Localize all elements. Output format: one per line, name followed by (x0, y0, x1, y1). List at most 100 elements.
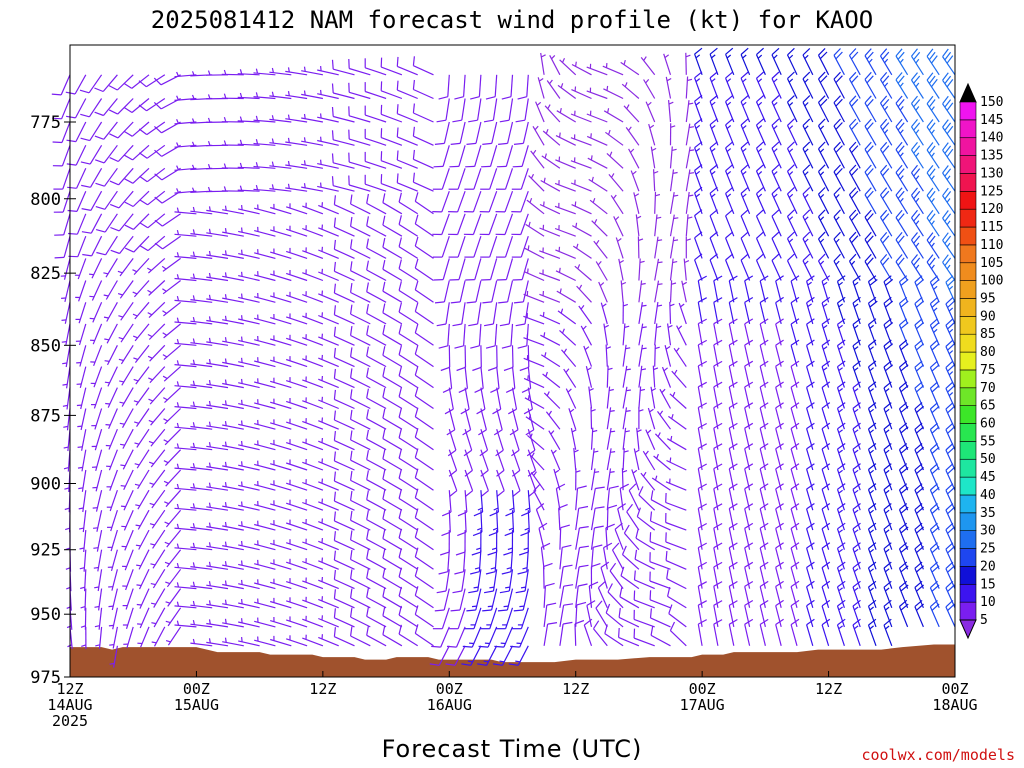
wind-barb-staff (883, 624, 893, 647)
wind-barb-feather (806, 599, 815, 607)
wind-barb-staff (575, 527, 580, 550)
wind-barb-feather (412, 103, 415, 114)
wind-barb-staff (455, 626, 466, 648)
wind-barb-feather (414, 448, 419, 458)
wind-barb-feather (698, 619, 707, 625)
wind-barb (147, 257, 166, 274)
wind-barb-half-feather (66, 625, 72, 629)
wind-barb (398, 366, 419, 389)
wind-barb-staff (654, 323, 658, 346)
wind-barb (867, 503, 877, 531)
wind-barb-half-feather (642, 326, 647, 329)
wind-barb-feather (382, 429, 386, 439)
wind-barb (80, 588, 87, 611)
wind-barb-half-feather (62, 383, 68, 386)
wind-barb (759, 580, 769, 608)
wind-barb-half-feather (176, 543, 180, 549)
wind-barb (852, 522, 861, 550)
wind-barb (836, 402, 846, 430)
wind-barb-staff (621, 83, 640, 99)
wind-barb (333, 283, 355, 303)
wind-barb (80, 607, 87, 630)
wind-barb-feather (849, 231, 857, 240)
wind-barb (206, 482, 229, 491)
wind-barb-staff (563, 368, 577, 388)
wind-barb (821, 463, 831, 491)
wind-barb-feather (517, 345, 527, 349)
wind-barb (637, 236, 644, 259)
wind-barb (107, 549, 118, 572)
wind-barb (89, 302, 103, 323)
wind-barb-feather (775, 503, 784, 510)
wind-barb-staff (62, 191, 71, 213)
wind-barb (499, 569, 514, 594)
wind-barb (480, 168, 498, 190)
wind-barb-feather (398, 408, 402, 418)
wind-barb (301, 90, 324, 100)
wind-barb-staff (806, 586, 814, 608)
wind-barb (350, 510, 371, 531)
wind-barb (63, 449, 71, 472)
wind-barb-feather (899, 443, 908, 451)
wind-barb-feather (333, 589, 336, 599)
wind-barb (64, 469, 71, 493)
wind-barb-staff (174, 566, 197, 570)
wind-barb-staff (494, 74, 498, 97)
wind-barb (382, 449, 403, 471)
wind-barb-feather (398, 489, 402, 499)
wind-barb-staff (84, 569, 87, 592)
wind-barb (620, 566, 640, 590)
wind-barb (286, 459, 308, 471)
wind-barb-feather (350, 490, 353, 501)
wind-barb-staff (821, 528, 830, 550)
wind-barb-half-feather (931, 242, 935, 248)
wind-barb-feather (911, 142, 918, 151)
wind-barb-feather (897, 99, 905, 108)
wind-barb (759, 275, 769, 303)
wind-barb-feather (900, 322, 909, 330)
wind-barb-feather (787, 118, 795, 126)
wind-barb-staff (654, 214, 658, 237)
wind-barb-staff (653, 455, 671, 471)
wind-barb-feather (382, 509, 386, 520)
wind-barb-feather (450, 609, 461, 612)
wind-barb (398, 281, 419, 303)
wind-barb (108, 98, 134, 115)
wind-barb-staff (504, 168, 514, 190)
wind-barb (867, 360, 877, 388)
wind-barb (649, 590, 671, 609)
wind-barb-half-feather (642, 471, 647, 477)
wind-barb-feather (562, 544, 572, 548)
wind-barb (162, 344, 181, 361)
wind-barb-staff (102, 74, 118, 92)
wind-barb-half-feather (133, 378, 139, 382)
wind-barb-feather (775, 402, 784, 409)
wind-barb-half-feather (522, 567, 528, 570)
wind-barb-staff (618, 616, 640, 628)
wind-barb (190, 523, 213, 531)
wind-barb-staff (694, 53, 703, 76)
wind-barb-staff (174, 385, 197, 389)
wind-barb-staff (786, 193, 798, 215)
wind-barb-feather (897, 122, 905, 131)
wind-barb (590, 468, 600, 491)
wind-barb-half-feather (224, 618, 227, 624)
wind-barb-staff (380, 90, 403, 100)
wind-barb-staff (488, 190, 498, 213)
wind-barb-half-feather (303, 183, 306, 188)
wind-barb (302, 376, 324, 389)
wind-barb-feather (634, 549, 638, 560)
wind-barb-half-feather (134, 483, 140, 486)
wind-barb-feather (883, 402, 892, 410)
wind-barb-staff (605, 131, 624, 146)
wind-barb-staff (522, 121, 529, 144)
wind-barb (333, 471, 355, 491)
wind-barb-staff (491, 280, 498, 303)
wind-barb-staff (755, 170, 766, 192)
wind-barb-half-feather (838, 509, 843, 514)
wind-barb (929, 522, 940, 550)
wind-barb (270, 460, 292, 471)
wind-barb-feather (868, 542, 877, 550)
wind-barb-feather (512, 490, 521, 498)
wind-barb-staff (728, 605, 735, 628)
